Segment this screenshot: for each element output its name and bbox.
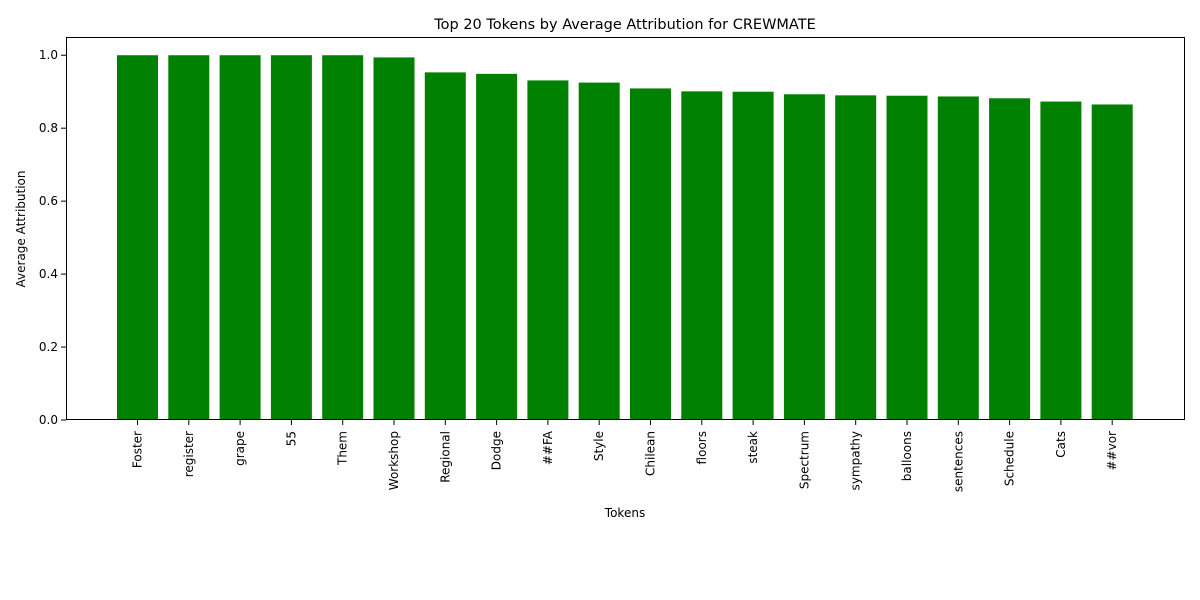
x-tick-label: Cats — [1054, 431, 1068, 458]
x-tick-label: Spectrum — [797, 431, 811, 489]
bar — [989, 98, 1031, 420]
bar — [322, 55, 364, 421]
bar — [732, 91, 774, 421]
bar — [373, 57, 415, 421]
bar — [783, 94, 825, 421]
x-axis-title: Tokens — [604, 506, 645, 520]
x-tick-label: balloons — [900, 431, 914, 481]
x-tick-label: sympathy — [849, 431, 863, 490]
y-tick-label: 0.4 — [39, 267, 58, 281]
x-tick-label: ##FA — [541, 430, 555, 465]
y-tick-label: 0.0 — [39, 413, 58, 427]
x-tick-label: Chilean — [644, 431, 658, 476]
bar — [219, 55, 261, 421]
x-tick-label: steak — [746, 431, 760, 464]
x-tick-label: Regional — [438, 431, 452, 483]
x-tick-label: Foster — [131, 431, 145, 468]
x-tick-label: register — [182, 431, 196, 477]
bar — [835, 95, 877, 421]
x-tick-label: sentences — [951, 431, 965, 492]
x-tick-label: Style — [592, 431, 606, 461]
x-tick-label: Workshop — [387, 431, 401, 490]
bar — [168, 55, 210, 421]
bar — [270, 55, 312, 421]
bar — [630, 88, 671, 421]
bar — [681, 91, 723, 420]
bar — [1091, 104, 1133, 420]
plot-area: 0.0 0.2 0.4 0.6 0.8 1.0 Foster register grape 55 T… — [39, 37, 1185, 492]
x-tick-label: ##vor — [1105, 431, 1119, 471]
bar — [578, 82, 620, 420]
y-tick-label: 0.2 — [39, 340, 58, 354]
y-axis-title: Average Attribution — [14, 171, 28, 288]
y-tick-label: 0.8 — [39, 121, 58, 135]
y-tick-label: 0.6 — [39, 194, 58, 208]
plot-frame — [66, 37, 1185, 420]
chart-title: Top 20 Tokens by Average Attribution for… — [433, 17, 815, 33]
bar — [424, 72, 466, 420]
x-tick-label: Dodge — [490, 431, 504, 470]
x-tick-label: Them — [336, 431, 350, 466]
bar — [886, 95, 928, 420]
x-tick-label: 55 — [284, 431, 298, 446]
y-tick-label: 1.0 — [39, 48, 58, 62]
bar — [476, 73, 518, 420]
bar — [1040, 101, 1082, 420]
bar — [937, 96, 979, 421]
x-tick-label: floors — [695, 431, 709, 464]
bar — [117, 55, 158, 421]
bar — [527, 80, 569, 420]
x-tick-label: Schedule — [1003, 431, 1017, 486]
x-tick-label: grape — [233, 431, 247, 466]
